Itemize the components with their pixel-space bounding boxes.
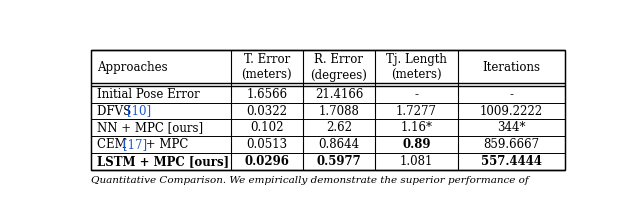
Text: 0.8644: 0.8644: [318, 138, 360, 151]
Text: Iterations: Iterations: [483, 61, 541, 74]
Text: Quantitative Comparison. We empirically demonstrate the superior performance of: Quantitative Comparison. We empirically …: [91, 176, 529, 185]
Text: 21.4166: 21.4166: [315, 88, 363, 101]
Text: 1.7277: 1.7277: [396, 105, 437, 118]
Text: -: -: [509, 88, 513, 101]
Text: 344*: 344*: [497, 121, 525, 134]
Text: 1.7088: 1.7088: [319, 105, 359, 118]
Text: 0.5977: 0.5977: [317, 155, 362, 168]
Text: 0.0513: 0.0513: [246, 138, 287, 151]
Text: 859.6667: 859.6667: [483, 138, 540, 151]
Text: 2.62: 2.62: [326, 121, 352, 134]
Text: NN + MPC [ours]: NN + MPC [ours]: [97, 121, 204, 134]
Text: 1009.2222: 1009.2222: [480, 105, 543, 118]
Text: Initial Pose Error: Initial Pose Error: [97, 88, 200, 101]
Text: Approaches: Approaches: [97, 61, 168, 74]
Bar: [91, 50, 565, 170]
Text: [10]: [10]: [127, 105, 151, 118]
Text: + MPC: + MPC: [142, 138, 188, 151]
Text: [17]: [17]: [124, 138, 147, 151]
Text: 0.0322: 0.0322: [246, 105, 287, 118]
Text: CEM: CEM: [97, 138, 131, 151]
Text: 1.16*: 1.16*: [401, 121, 433, 134]
Text: 1.6566: 1.6566: [246, 88, 287, 101]
Text: DFVS: DFVS: [97, 105, 136, 118]
Text: 557.4444: 557.4444: [481, 155, 542, 168]
Text: R. Error
(degrees): R. Error (degrees): [310, 53, 367, 82]
Text: -: -: [415, 88, 419, 101]
Text: 0.0296: 0.0296: [244, 155, 289, 168]
Text: Tj. Length
(meters): Tj. Length (meters): [386, 53, 447, 82]
Text: T. Error
(meters): T. Error (meters): [241, 53, 292, 82]
Text: 0.102: 0.102: [250, 121, 284, 134]
Text: LSTM + MPC [ours]: LSTM + MPC [ours]: [97, 155, 230, 168]
Text: 1.081: 1.081: [400, 155, 433, 168]
Text: 0.89: 0.89: [402, 138, 431, 151]
